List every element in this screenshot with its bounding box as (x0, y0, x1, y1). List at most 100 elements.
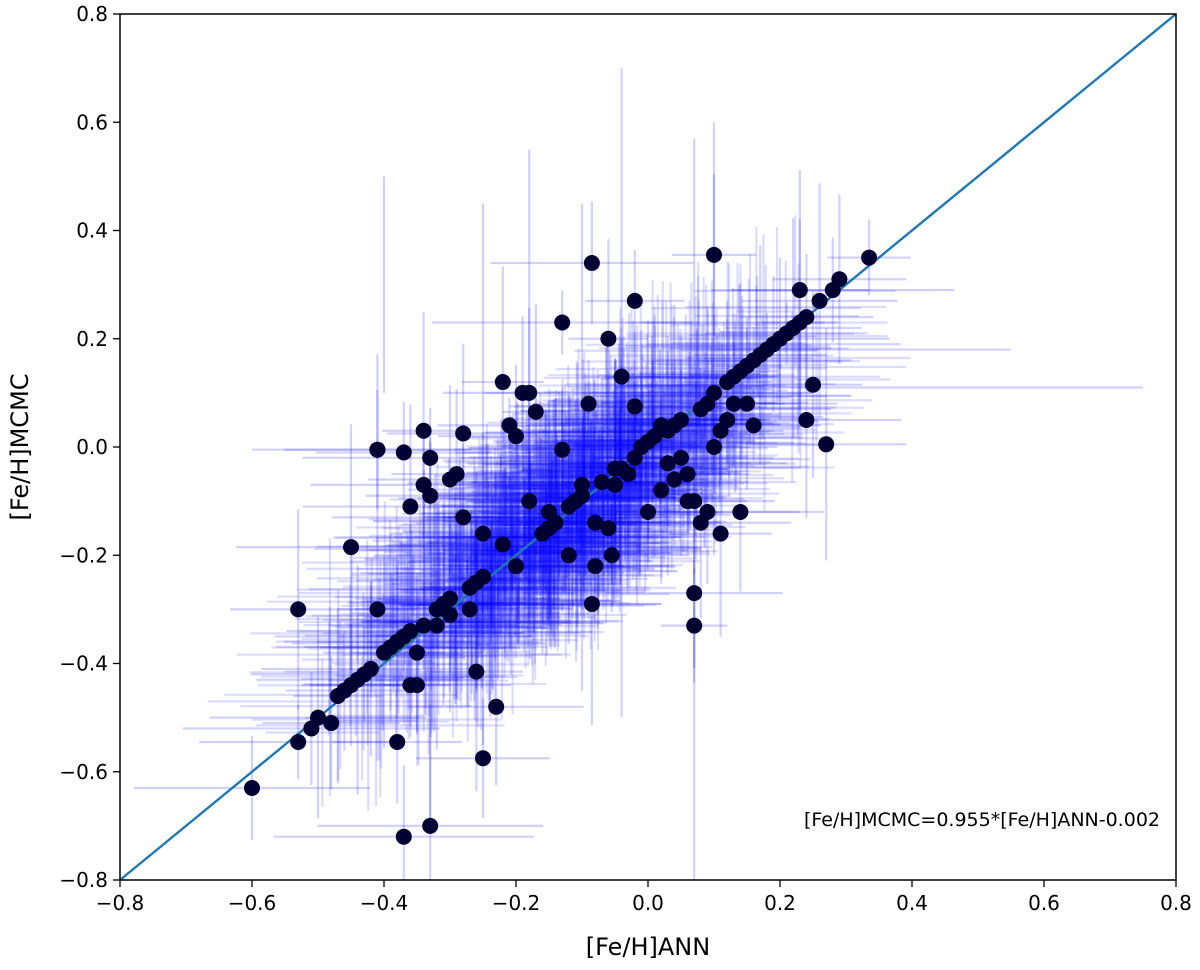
x-tick-label: 0.8 (1160, 891, 1192, 915)
y-tick-label: 0.8 (76, 2, 108, 26)
data-point (653, 482, 670, 499)
data-point (607, 476, 623, 493)
y-tick-label: −0.2 (59, 543, 108, 567)
data-point (554, 314, 571, 331)
data-point (442, 606, 458, 623)
x-axis-ticks: −0.8 −0.6 −0.4 −0.2 0.0 0.2 0.4 0.6 0.8 (96, 880, 1192, 915)
data-point (395, 828, 412, 845)
data-point (494, 536, 511, 553)
y-tick-label: 0.6 (76, 110, 108, 134)
data-point (583, 595, 600, 612)
data-point (686, 585, 703, 602)
y-tick-label: −0.8 (59, 868, 108, 892)
data-point (541, 503, 557, 520)
data-point (244, 779, 260, 796)
fit-equation-annotation: [Fe/H]MCMC=0.955*[Fe/H]ANN-0.002 (804, 809, 1160, 831)
y-axis-label: [Fe/H]MCMC (6, 373, 34, 520)
x-tick-label: −0.2 (492, 891, 541, 915)
y-tick-label: −0.4 (59, 652, 108, 676)
data-point (428, 617, 445, 634)
data-point (574, 476, 590, 493)
x-tick-label: −0.8 (96, 891, 145, 915)
data-point (861, 249, 878, 266)
data-point (791, 282, 808, 299)
data-point (593, 474, 610, 491)
y-tick-label: 0.2 (76, 327, 108, 351)
data-point (686, 493, 703, 510)
data-point (580, 395, 597, 412)
data-point (600, 330, 617, 347)
data-point (422, 487, 439, 504)
data-point (475, 750, 491, 767)
data-point (290, 601, 307, 618)
data-point (745, 417, 762, 434)
data-point (818, 436, 835, 453)
data-point (712, 525, 729, 542)
data-point (706, 439, 722, 455)
data-point (673, 411, 689, 428)
data-point (626, 398, 643, 415)
data-point (692, 514, 709, 531)
data-point (488, 698, 505, 715)
data-point (679, 466, 696, 483)
data-point (369, 441, 386, 458)
x-tick-label: −0.6 (228, 891, 277, 915)
data-point (600, 520, 617, 537)
x-tick-label: 0.0 (632, 891, 664, 915)
data-point (422, 449, 439, 466)
data-point (415, 422, 432, 439)
data-point (659, 455, 676, 472)
data-point (448, 466, 465, 483)
x-tick-label: 0.2 (764, 891, 796, 915)
y-tick-label: −0.6 (59, 760, 108, 784)
data-point (587, 514, 604, 531)
data-point (409, 644, 425, 661)
data-point (362, 660, 379, 677)
data-point (613, 460, 630, 477)
data-point (521, 493, 538, 510)
data-point (475, 525, 491, 542)
data-point (422, 817, 439, 834)
data-point (323, 715, 340, 732)
point-layer (244, 246, 878, 845)
data-point (508, 558, 524, 575)
data-point (739, 395, 755, 412)
data-point (626, 292, 643, 309)
data-point (409, 677, 425, 694)
data-point (343, 539, 359, 556)
data-point (732, 503, 749, 520)
data-point (461, 601, 478, 618)
data-point (554, 441, 571, 458)
data-point (521, 384, 538, 401)
data-point (560, 547, 577, 564)
data-point (706, 246, 722, 263)
data-point (666, 471, 683, 488)
data-point (508, 428, 524, 445)
data-point (831, 271, 848, 288)
x-tick-label: −0.4 (360, 891, 409, 915)
y-tick-label: 0.4 (76, 219, 108, 243)
data-point (402, 623, 419, 640)
data-point (603, 547, 620, 564)
data-point (686, 617, 703, 634)
data-point (811, 292, 828, 309)
data-point (706, 384, 722, 401)
data-point (389, 733, 406, 750)
data-point (402, 498, 419, 515)
data-point (798, 411, 815, 428)
data-point (494, 374, 511, 391)
data-point (712, 422, 729, 439)
data-point (442, 590, 458, 607)
data-point (290, 733, 307, 750)
x-tick-label: 0.4 (896, 891, 928, 915)
data-point (805, 376, 821, 393)
data-point (455, 425, 472, 442)
data-point (673, 449, 689, 466)
y-axis-ticks: −0.8 −0.6 −0.4 −0.2 0.0 0.2 0.4 0.6 0.8 (59, 2, 120, 892)
data-point (415, 617, 432, 634)
data-point (583, 254, 600, 271)
data-point (468, 663, 485, 680)
data-point (725, 395, 742, 412)
data-point (475, 568, 491, 585)
